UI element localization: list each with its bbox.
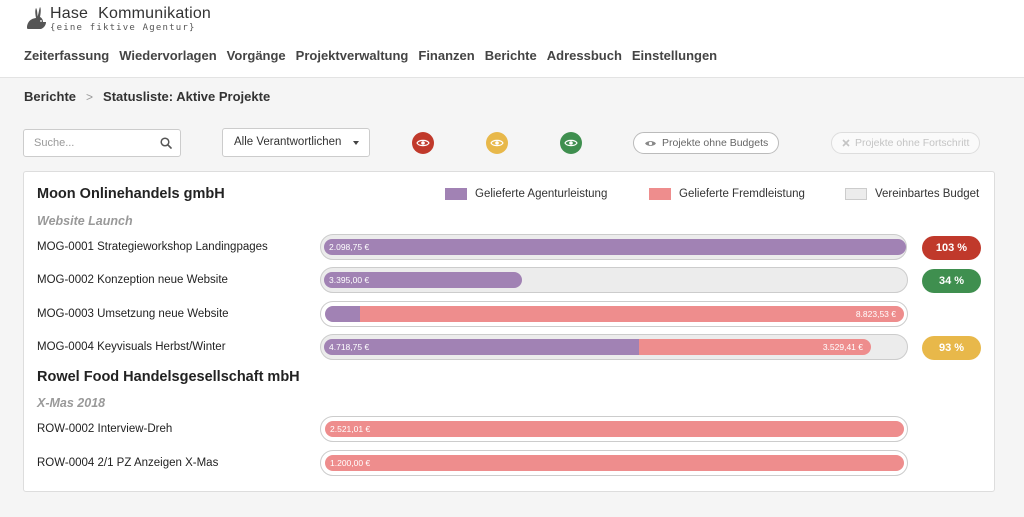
percent-badge: 103 % (922, 236, 981, 260)
nav-item-finanzen[interactable]: Finanzen (418, 48, 475, 63)
legend-swatch-budget (845, 188, 867, 200)
task-label[interactable]: ROW-0002 Interview-Dreh (37, 423, 173, 435)
agency-value: 3.395,00 € (329, 275, 370, 285)
nav-item-einstellungen[interactable]: Einstellungen (631, 48, 718, 63)
filter-status-green-button[interactable] (560, 132, 582, 154)
main-nav: Zeiterfassung Wiedervorlagen Vorgänge Pr… (24, 48, 727, 63)
project-name: X-Mas 2018 (37, 396, 106, 410)
legend-budget: Vereinbartes Budget (845, 188, 979, 200)
search-input[interactable] (24, 130, 154, 156)
eye-icon (490, 139, 504, 147)
legend-external: Gelieferte Fremdleistung (649, 188, 805, 200)
nav-item-adressbuch[interactable]: Adressbuch (546, 48, 622, 63)
filter-status-yellow-button[interactable] (486, 132, 508, 154)
responsible-select[interactable]: Alle Verantwortlichen (222, 128, 370, 157)
client-name: Rowel Food Handelsgesellschaft mbH (37, 369, 300, 385)
task-label[interactable]: MOG-0002 Konzeption neue Website (37, 274, 228, 286)
budget-track: 2.521,01 € (320, 416, 908, 442)
caret-down-icon (353, 141, 359, 145)
rabbit-logo-icon (27, 7, 46, 29)
budget-track: 1.200,00 € (320, 450, 908, 476)
agency-bar: 4.718,75 € (324, 339, 639, 355)
agency-bar (325, 306, 360, 322)
legend-label-agency: Gelieferte Agenturleistung (475, 188, 608, 200)
external-bar: 3.529,41 € (639, 339, 871, 355)
search-box (23, 129, 181, 157)
filter-status-red-button[interactable] (412, 132, 434, 154)
chevron-right-icon: > (86, 89, 94, 104)
close-icon (842, 139, 850, 147)
external-value: 3.529,41 € (822, 342, 863, 352)
legend-swatch-external (649, 188, 671, 200)
task-label[interactable]: MOG-0003 Umsetzung neue Website (37, 308, 229, 320)
percent-badge: 93 % (922, 336, 981, 360)
logo-tagline: {eine fiktive Agentur} (50, 23, 196, 33)
nav-item-zeiterfassung[interactable]: Zeiterfassung (24, 48, 110, 63)
search-icon[interactable] (160, 137, 172, 149)
task-label[interactable]: ROW-0004 2/1 PZ Anzeigen X-Mas (37, 457, 219, 469)
projects-without-progress-button[interactable]: Projekte ohne Fortschritt (831, 132, 981, 154)
projects-without-budgets-label: Projekte ohne Budgets (662, 137, 769, 149)
projects-without-budgets-button[interactable]: Projekte ohne Budgets (633, 132, 780, 154)
eye-icon (416, 139, 430, 147)
app-header: Hase Kommunikation {eine fiktive Agentur}… (0, 0, 1024, 78)
agency-value (325, 309, 330, 319)
page-title: Statusliste: Aktive Projekte (103, 89, 271, 104)
external-bar: 2.521,01 € (325, 421, 904, 437)
agency-value: 4.718,75 € (329, 342, 370, 352)
breadcrumb: Berichte > Statusliste: Aktive Projekte (24, 89, 270, 104)
external-value: 2.521,01 € (330, 424, 371, 434)
client-name: Moon Onlinehandels gmbH (37, 186, 225, 202)
legend-label-external: Gelieferte Fremdleistung (679, 188, 805, 200)
projects-without-progress-label: Projekte ohne Fortschritt (855, 137, 970, 149)
breadcrumb-parent[interactable]: Berichte (24, 89, 77, 104)
logo-name-second: Kommunikation (98, 5, 212, 22)
external-bar: 1.200,00 € (325, 455, 904, 471)
eye-icon (645, 140, 656, 146)
agency-bar: 2.098,75 € (324, 239, 906, 255)
external-value: 1.200,00 € (330, 458, 371, 468)
agency-bar: 3.395,00 € (324, 272, 522, 288)
nav-item-projektverwaltung[interactable]: Projektverwaltung (295, 48, 409, 63)
budget-track: 4.718,75 € 3.529,41 € (320, 334, 908, 360)
task-label[interactable]: MOG-0001 Strategieworkshop Landingpages (37, 241, 268, 253)
status-list-card: Gelieferte Agenturleistung Gelieferte Fr… (23, 171, 995, 492)
percent-badge: 34 % (922, 269, 981, 293)
logo[interactable]: Hase Kommunikation {eine fiktive Agentur} (24, 6, 211, 40)
eye-icon (564, 139, 578, 147)
logo-name-first: Hase (50, 5, 89, 22)
nav-item-vorgaenge[interactable]: Vorgänge (226, 48, 286, 63)
project-name: Website Launch (37, 214, 133, 228)
legend-agency: Gelieferte Agenturleistung (445, 188, 607, 200)
budget-track: 8.823,53 € (320, 301, 908, 327)
nav-item-berichte[interactable]: Berichte (484, 48, 537, 63)
budget-track: 3.395,00 € (320, 267, 908, 293)
task-label[interactable]: MOG-0004 Keyvisuals Herbst/Winter (37, 341, 226, 353)
nav-item-wiedervorlagen[interactable]: Wiedervorlagen (119, 48, 217, 63)
external-bar: 8.823,53 € (360, 306, 904, 322)
responsible-select-value: Alle Verantwortlichen (234, 136, 342, 148)
budget-track: 2.098,75 € (320, 234, 907, 260)
legend-swatch-agency (445, 188, 467, 200)
agency-value: 2.098,75 € (329, 242, 370, 252)
external-value: 8.823,53 € (855, 309, 896, 319)
legend-label-budget: Vereinbartes Budget (875, 188, 980, 200)
